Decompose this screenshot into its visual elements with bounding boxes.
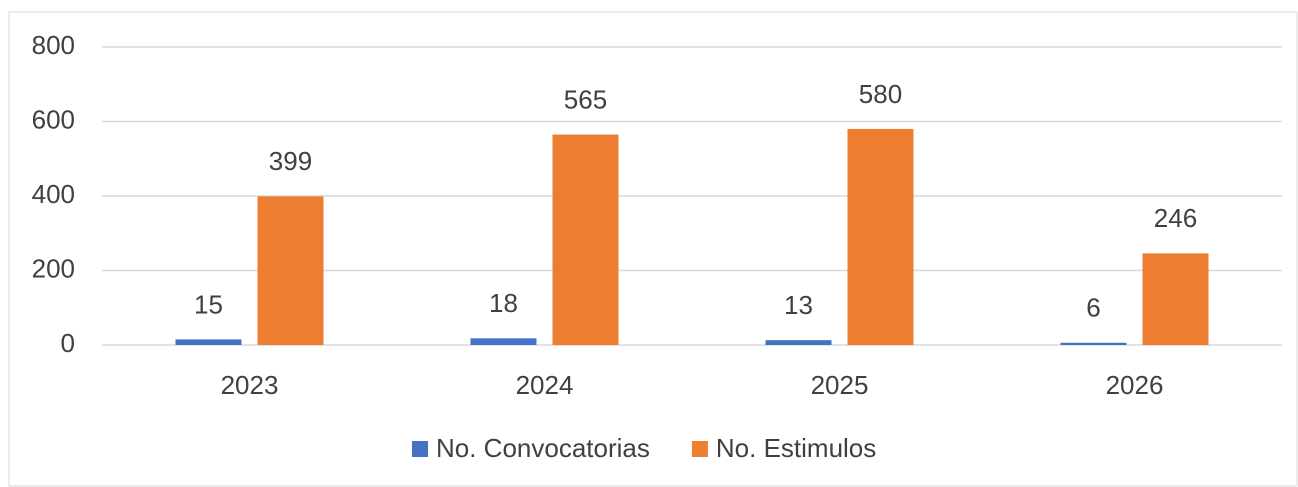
bar: [847, 128, 914, 345]
y-tick-label: 800: [32, 30, 75, 60]
bar: [1060, 342, 1127, 345]
y-tick-label: 400: [32, 179, 75, 209]
data-label: 15: [194, 289, 223, 319]
legend-label: No. Estimulos: [716, 433, 876, 463]
x-tick-label: 2023: [221, 370, 279, 400]
data-label: 399: [269, 146, 312, 176]
chart-frame: [8, 11, 1298, 487]
legend-label: No. Convocatorias: [436, 433, 650, 463]
data-label: 13: [784, 290, 813, 320]
data-label: 246: [1154, 203, 1197, 233]
bar: [1142, 253, 1209, 345]
bar: [470, 338, 537, 345]
bar: [257, 196, 324, 345]
legend-swatch: [691, 441, 708, 457]
y-tick-label: 600: [32, 104, 75, 134]
y-tick-label: 200: [32, 253, 75, 283]
legend-swatch: [412, 441, 428, 457]
data-label: 580: [859, 79, 902, 109]
data-label: 18: [489, 288, 518, 318]
bar: [175, 339, 242, 345]
bar: [765, 340, 832, 345]
bar: [552, 134, 619, 345]
x-tick-label: 2025: [811, 370, 869, 400]
data-label: 565: [564, 84, 607, 114]
x-tick-label: 2024: [516, 370, 574, 400]
x-tick-label: 2026: [1106, 370, 1164, 400]
y-tick-label: 0: [61, 328, 75, 358]
data-label: 6: [1086, 293, 1100, 323]
